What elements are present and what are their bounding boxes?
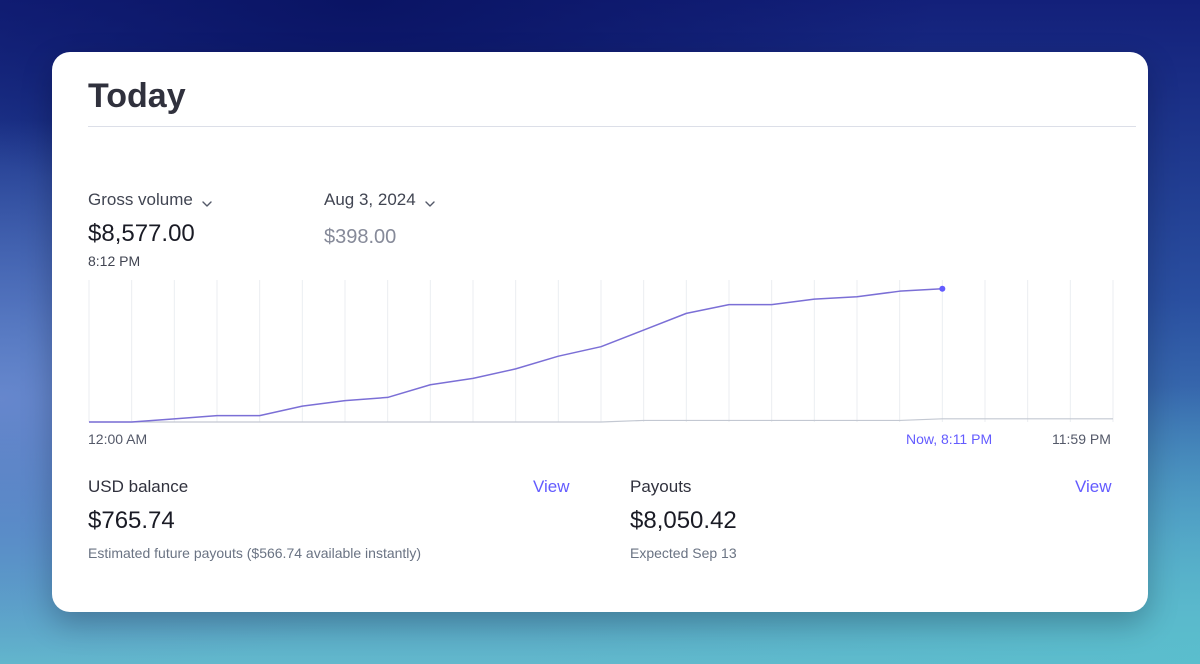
x-axis-start-label: 12:00 AM [88, 431, 148, 447]
today-card: Today Gross volume $8,577.00 8:12 PM Aug… [52, 52, 1148, 612]
usd-balance-amount: $765.74 [88, 507, 175, 534]
current-point-marker[interactable] [939, 285, 946, 292]
payouts-note: Expected Sep 13 [630, 545, 737, 561]
usd-balance-view-link[interactable]: View [533, 477, 570, 496]
metric-selector[interactable]: Gross volume [88, 189, 213, 211]
usd-balance-note: Estimated future payouts ($566.74 availa… [88, 545, 422, 561]
metric-selector-label: Gross volume [88, 190, 193, 209]
gross-volume-chart [88, 280, 1114, 423]
x-axis-end-label: 11:59 PM [1052, 431, 1111, 447]
page-title: Today [88, 77, 186, 115]
usd-balance-label: USD balance [88, 477, 189, 496]
gross-volume-value: $8,577.00 [88, 220, 195, 247]
compare-value: $398.00 [324, 226, 397, 248]
payouts-view-link[interactable]: View [1075, 477, 1112, 496]
compare-date-label: Aug 3, 2024 [324, 190, 416, 209]
chevron-down-icon [424, 194, 436, 207]
gross-volume-series-line [89, 288, 943, 423]
comparison-series-line [89, 418, 1113, 423]
payouts-label: Payouts [630, 477, 692, 496]
payouts-amount: $8,050.42 [630, 507, 737, 534]
compare-date-selector[interactable]: Aug 3, 2024 [324, 189, 436, 211]
title-divider [88, 126, 1136, 127]
chevron-down-icon [201, 194, 213, 207]
gross-volume-time: 8:12 PM [88, 253, 141, 269]
x-axis-now-label: Now, 8:11 PM [906, 431, 993, 447]
